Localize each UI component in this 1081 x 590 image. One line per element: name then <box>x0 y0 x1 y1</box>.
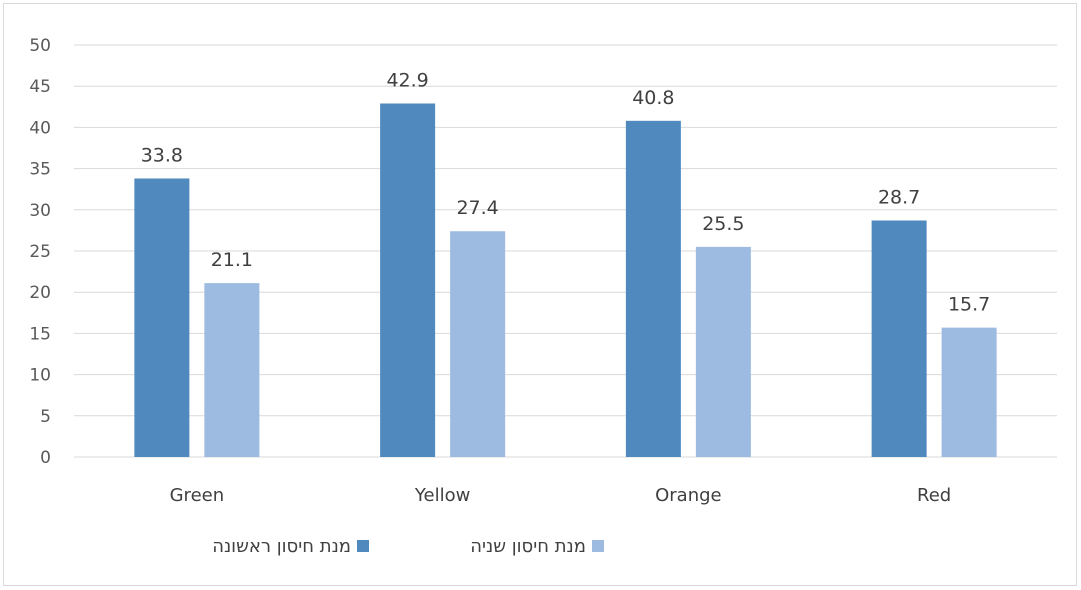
y-tick-label: 15 <box>29 324 51 344</box>
x-axis-category-labels: Green Yellow Orange Red <box>170 485 952 506</box>
legend-label-series-1: מנת חיסון ראשונה <box>212 536 351 557</box>
y-tick-label: 20 <box>29 283 51 303</box>
bar-chart: 0 5 10 15 20 25 30 35 40 45 50 33.8 21.1 42.9 27.4 40.… <box>29 36 1057 557</box>
y-tick-label: 10 <box>29 366 51 386</box>
y-tick-label: 45 <box>29 77 51 97</box>
data-label: 42.9 <box>386 70 428 92</box>
y-tick-label: 25 <box>29 242 51 262</box>
bar-orange-series-1 <box>625 120 681 458</box>
bar-orange-series-2 <box>695 246 751 457</box>
y-tick-label: 30 <box>29 201 51 221</box>
x-category-label: Red <box>917 485 951 506</box>
x-category-label: Orange <box>655 485 722 506</box>
data-label: 15.7 <box>948 294 990 316</box>
y-tick-label: 35 <box>29 160 51 180</box>
y-tick-label: 50 <box>29 36 51 56</box>
bar-red-series-1 <box>871 220 927 457</box>
data-label: 33.8 <box>141 144 183 166</box>
data-labels: 33.8 21.1 42.9 27.4 40.8 25.5 28.7 15.7 <box>141 70 991 316</box>
data-label: 40.8 <box>632 87 674 109</box>
y-tick-label: 5 <box>40 407 51 427</box>
data-label: 25.5 <box>702 213 744 235</box>
legend-swatch-series-1 <box>357 540 369 552</box>
bar-yellow-series-1 <box>380 103 436 457</box>
data-label: 28.7 <box>878 187 920 209</box>
bars <box>134 103 997 458</box>
data-label: 21.1 <box>211 249 253 271</box>
legend: מנת חיסון ראשונה מנת חיסון שניה <box>212 536 604 557</box>
y-axis-tick-labels: 0 5 10 15 20 25 30 35 40 45 50 <box>29 36 51 468</box>
legend-swatch-series-2 <box>592 540 604 552</box>
legend-label-series-2: מנת חיסון שניה <box>470 536 586 557</box>
x-category-label: Green <box>170 485 225 506</box>
chart-frame: 0 5 10 15 20 25 30 35 40 45 50 33.8 21.1 42.9 27.4 40.… <box>3 3 1077 586</box>
y-tick-label: 40 <box>29 118 51 138</box>
x-category-label: Yellow <box>414 485 470 506</box>
y-tick-label: 0 <box>40 448 51 468</box>
data-label: 27.4 <box>456 197 498 219</box>
bar-green-series-2 <box>204 283 260 457</box>
bar-yellow-series-2 <box>450 231 506 457</box>
bar-red-series-2 <box>941 327 997 457</box>
bar-green-series-1 <box>134 178 190 457</box>
